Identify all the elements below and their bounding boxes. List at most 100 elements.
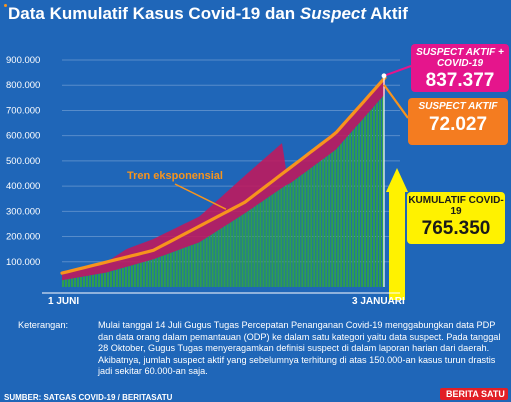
- cumulative-bar: [88, 275, 92, 287]
- callout-combined-value: 837.377: [425, 70, 495, 91]
- cumulative-bar: [184, 247, 187, 287]
- cumulative-arrow-head: [386, 168, 408, 192]
- cumulative-bar: [322, 158, 325, 287]
- cumulative-bar: [349, 132, 352, 287]
- cumulative-bar: [346, 136, 349, 287]
- cumulative-bar: [127, 266, 130, 287]
- cumulative-bar: [73, 277, 77, 287]
- cumulative-bar: [169, 252, 172, 287]
- callout-cumulative-label: KUMULATIF COVID-19: [408, 195, 504, 217]
- cumulative-bar: [235, 218, 238, 287]
- cumulative-bar: [124, 266, 127, 287]
- cumulative-bar: [268, 196, 271, 287]
- cumulative-bar: [205, 237, 208, 287]
- cumulative-bar: [253, 206, 256, 287]
- cumulative-bar: [76, 277, 80, 287]
- cumulative-bar: [334, 149, 337, 287]
- cumulative-bars: [62, 95, 385, 288]
- cumulative-bar: [67, 278, 71, 287]
- y-tick-label: 500.000: [6, 156, 40, 167]
- y-tick-label: 300.000: [6, 206, 40, 217]
- cumulative-bar: [274, 192, 277, 287]
- callout-suspect: SUSPECT AKTIF 72.027: [408, 98, 508, 145]
- cumulative-bar: [232, 220, 235, 287]
- cumulative-bar: [265, 198, 268, 287]
- cumulative-bar: [112, 270, 115, 287]
- brand-logo: BERITA SATU: [440, 388, 508, 400]
- callout-combined: SUSPECT AKTIF + COVID-19 837.377: [411, 44, 509, 92]
- title-part-2: Aktif: [366, 4, 408, 23]
- cumulative-bar: [91, 274, 95, 287]
- cumulative-bar: [310, 167, 313, 287]
- y-tick-label: 700.000: [6, 105, 40, 116]
- cumulative-bar: [109, 271, 113, 287]
- cumulative-bar: [100, 273, 104, 287]
- y-tick-label: 200.000: [6, 232, 40, 243]
- cumulative-bar: [229, 222, 232, 287]
- cumulative-bar: [283, 185, 286, 287]
- title-italic: Suspect: [299, 4, 367, 23]
- cumulative-bar: [115, 269, 118, 287]
- cumulative-bar: [262, 200, 265, 287]
- cumulative-bar: [163, 254, 166, 287]
- source-credit: SUMBER: SATGAS COVID-19 / BERITASATU: [4, 393, 173, 402]
- combined-point: [381, 73, 387, 79]
- cumulative-bar: [196, 242, 199, 287]
- cumulative-bar: [130, 265, 133, 287]
- cumulative-bar: [223, 225, 226, 287]
- cumulative-bar: [250, 208, 253, 287]
- cumulative-bar: [316, 163, 319, 287]
- cumulative-bar: [370, 109, 373, 287]
- cumulative-bar: [343, 139, 346, 287]
- cumulative-bar: [202, 239, 205, 287]
- cumulative-bar: [62, 279, 65, 287]
- cumulative-bar: [352, 129, 355, 287]
- cumulative-bar: [325, 156, 328, 287]
- trend-line: [60, 76, 387, 275]
- cumulative-bar: [337, 146, 340, 287]
- cumulative-bar: [280, 188, 283, 287]
- cumulative-bar: [172, 251, 175, 287]
- y-tick-label: 800.000: [6, 80, 40, 91]
- covid-suspect-chart: 100.000 200.000 300.000 400.000 500.000 600.0…: [6, 55, 412, 307]
- cumulative-bar: [151, 259, 154, 287]
- cumulative-bar: [295, 178, 298, 287]
- cumulative-bar: [298, 176, 301, 287]
- cumulative-bar: [271, 194, 274, 287]
- cumulative-bar: [319, 160, 322, 287]
- cumulative-bar: [376, 102, 379, 287]
- cumulative-bar: [103, 272, 107, 287]
- cumulative-bar: [301, 174, 304, 287]
- cumulative-bar: [244, 212, 247, 287]
- cumulative-bar: [361, 119, 364, 287]
- cumulative-bar: [199, 241, 202, 287]
- cumulative-bar: [364, 115, 367, 287]
- cumulative-bar: [238, 216, 241, 287]
- notes-panel: Keterangan: Mulai tanggal 14 Juli Gugus …: [18, 320, 506, 376]
- cumulative-bar: [64, 279, 68, 287]
- cumulative-bar: [178, 249, 181, 287]
- cumulative-bar: [358, 122, 361, 288]
- cumulative-bar: [289, 182, 292, 287]
- cumulative-bar: [292, 180, 295, 287]
- cumulative-bar: [217, 229, 220, 287]
- cumulative-bar: [193, 243, 196, 287]
- cumulative-bar: [97, 273, 101, 287]
- cumulative-bar: [187, 246, 190, 287]
- cumulative-bar: [208, 235, 211, 287]
- cumulative-bar: [340, 143, 343, 287]
- cumulative-bar: [94, 274, 98, 287]
- cumulative-bar: [379, 99, 382, 288]
- cumulative-bar: [241, 214, 244, 287]
- cumulative-bar: [247, 210, 250, 287]
- cumulative-bar: [226, 224, 229, 287]
- cumulative-bar: [70, 278, 74, 287]
- cumulative-bar: [277, 190, 280, 287]
- cumulative-bar: [355, 126, 358, 287]
- cumulative-bar: [142, 261, 145, 287]
- trend-pointer: [174, 183, 227, 210]
- cumulative-bar: [328, 154, 331, 287]
- brand-dot: [4, 4, 7, 7]
- cumulative-bar: [304, 171, 307, 287]
- overlay-layer: Tren eksponensial 1 JUNI 3 JANUARI: [42, 65, 412, 307]
